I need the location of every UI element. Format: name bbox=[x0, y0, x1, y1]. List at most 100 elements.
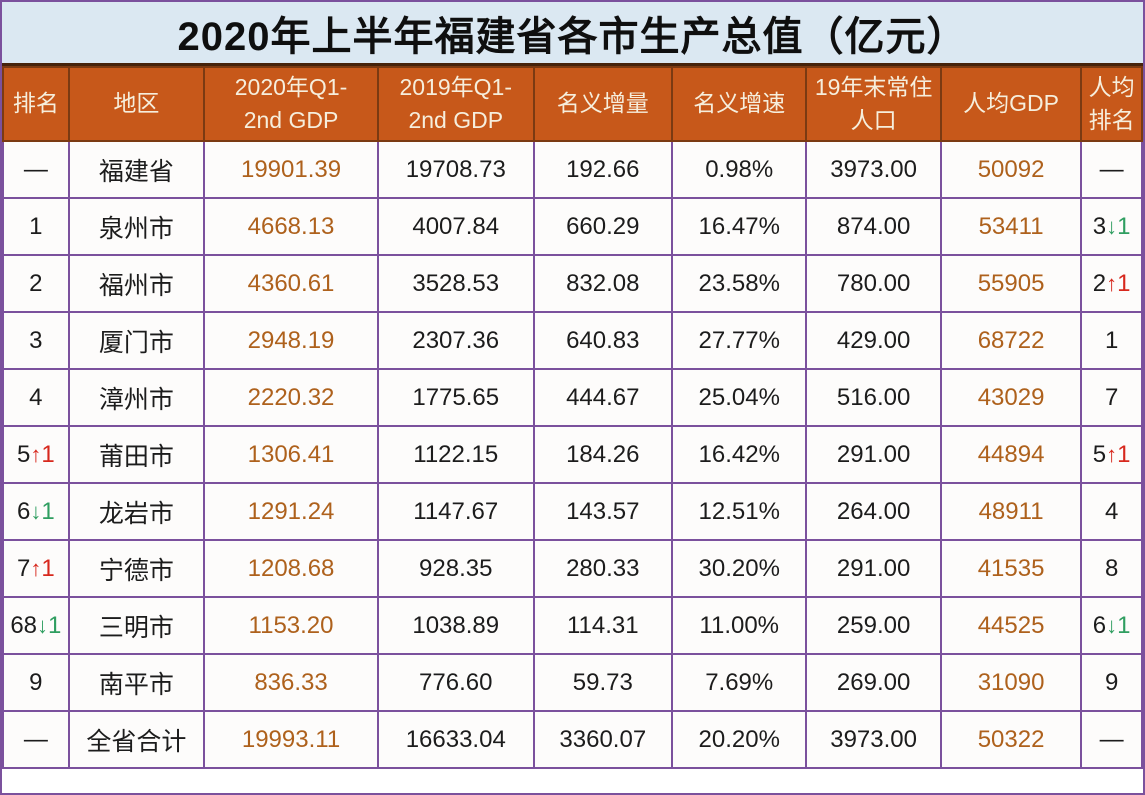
cell-gdp_2019: 1775.65 bbox=[376, 368, 535, 427]
cell-region: 泉州市 bbox=[67, 197, 206, 256]
cell-increment: 280.33 bbox=[532, 539, 674, 598]
cell-gdp_2019: 16633.04 bbox=[376, 710, 535, 769]
cell-increment: 184.26 bbox=[532, 425, 674, 484]
cell-rank: 7↑1 bbox=[2, 539, 70, 598]
cell-gdp_2019: 4007.84 bbox=[376, 197, 535, 256]
cell-population: 291.00 bbox=[805, 425, 942, 484]
cell-pc_rank: 3↓1 bbox=[1080, 197, 1143, 256]
cell-growth: 0.98% bbox=[671, 140, 808, 199]
cell-growth: 25.04% bbox=[671, 368, 808, 427]
rank-value: 68 bbox=[10, 611, 38, 639]
cell-rank: 5↑1 bbox=[2, 425, 70, 484]
cell-increment: 3360.07 bbox=[532, 710, 674, 769]
table-row: 4 漳州市 2220.32 1775.65 444.67 25.04% 516.00 4302… bbox=[2, 368, 1143, 427]
cell-gdp_2020: 1153.20 bbox=[203, 596, 379, 655]
cell-gdp_2020: 1291.24 bbox=[203, 482, 379, 541]
cell-gdp_2019: 1038.89 bbox=[376, 596, 535, 655]
cell-pc_rank: — bbox=[1080, 710, 1143, 769]
rank-value: 2 bbox=[1092, 269, 1107, 297]
rank-value: — bbox=[23, 725, 48, 753]
cell-rank: — bbox=[2, 710, 70, 769]
table-row: 3 厦门市 2948.19 2307.36 640.83 27.77% 429.00 6872… bbox=[2, 311, 1143, 370]
cell-per_capita_gdp: 43029 bbox=[939, 368, 1083, 427]
table-row: 9 南平市 836.33 776.60 59.73 7.69% 269.00 31090 9 bbox=[2, 653, 1143, 712]
cell-region: 宁德市 bbox=[67, 539, 206, 598]
table-header-row: 排名 地区 2020年Q1- 2nd GDP 2019年Q1- 2nd GDP 名义增量 名义… bbox=[2, 66, 1143, 142]
cell-region: 厦门市 bbox=[67, 311, 206, 370]
column-header-gdp_2019: 2019年Q1- 2nd GDP bbox=[376, 66, 535, 142]
rank-down-indicator: ↓1 bbox=[1106, 611, 1131, 639]
cell-pc_rank: 9 bbox=[1080, 653, 1143, 712]
cell-gdp_2019: 19708.73 bbox=[376, 140, 535, 199]
cell-population: 874.00 bbox=[805, 197, 942, 256]
cell-increment: 832.08 bbox=[532, 254, 674, 313]
table-row: 1 泉州市 4668.13 4007.84 660.29 16.47% 874.00 5341… bbox=[2, 197, 1143, 256]
cell-rank: 9 bbox=[2, 653, 70, 712]
cell-increment: 114.31 bbox=[532, 596, 674, 655]
cell-gdp_2019: 1122.15 bbox=[376, 425, 535, 484]
cell-population: 3973.00 bbox=[805, 140, 942, 199]
cell-rank: 2 bbox=[2, 254, 70, 313]
cell-increment: 660.29 bbox=[532, 197, 674, 256]
cell-gdp_2020: 4668.13 bbox=[203, 197, 379, 256]
rank-down-indicator: ↓1 bbox=[1106, 212, 1131, 240]
cell-gdp_2019: 1147.67 bbox=[376, 482, 535, 541]
rank-value: 6 bbox=[16, 497, 31, 525]
column-header-population: 19年末常住 人口 bbox=[805, 66, 942, 142]
cell-gdp_2020: 19901.39 bbox=[203, 140, 379, 199]
rank-value: — bbox=[1099, 725, 1124, 753]
cell-gdp_2019: 3528.53 bbox=[376, 254, 535, 313]
cell-region: 南平市 bbox=[67, 653, 206, 712]
cell-growth: 12.51% bbox=[671, 482, 808, 541]
cell-region: 漳州市 bbox=[67, 368, 206, 427]
rank-value: 5 bbox=[1092, 440, 1107, 468]
rank-value: 4 bbox=[29, 383, 43, 411]
rank-value: 7 bbox=[1104, 383, 1119, 411]
cell-growth: 11.00% bbox=[671, 596, 808, 655]
cell-pc_rank: 4 bbox=[1080, 482, 1143, 541]
cell-gdp_2020: 1208.68 bbox=[203, 539, 379, 598]
cell-increment: 192.66 bbox=[532, 140, 674, 199]
cell-pc_rank: 6↓1 bbox=[1080, 596, 1143, 655]
cell-region: 福建省 bbox=[67, 140, 206, 199]
cell-per_capita_gdp: 50092 bbox=[939, 140, 1083, 199]
cell-population: 516.00 bbox=[805, 368, 942, 427]
column-header-rank: 排名 bbox=[2, 66, 70, 142]
cell-per_capita_gdp: 41535 bbox=[939, 539, 1083, 598]
cell-growth: 27.77% bbox=[671, 311, 808, 370]
cell-growth: 16.42% bbox=[671, 425, 808, 484]
rank-up-indicator: ↑1 bbox=[30, 554, 55, 582]
arrow-up-icon: ↑ bbox=[30, 555, 42, 581]
cell-population: 259.00 bbox=[805, 596, 942, 655]
cell-rank: — bbox=[2, 140, 70, 199]
cell-increment: 143.57 bbox=[532, 482, 674, 541]
cell-pc_rank: 7 bbox=[1080, 368, 1143, 427]
column-header-pc_rank: 人均 排名 bbox=[1080, 66, 1143, 142]
cell-per_capita_gdp: 68722 bbox=[939, 311, 1083, 370]
cell-per_capita_gdp: 31090 bbox=[939, 653, 1083, 712]
cell-pc_rank: 8 bbox=[1080, 539, 1143, 598]
cell-rank: 6↓1 bbox=[2, 482, 70, 541]
cell-pc_rank: 5↑1 bbox=[1080, 425, 1143, 484]
rank-value: — bbox=[23, 155, 48, 183]
cell-population: 780.00 bbox=[805, 254, 942, 313]
cell-per_capita_gdp: 44894 bbox=[939, 425, 1083, 484]
column-header-gdp_2020: 2020年Q1- 2nd GDP bbox=[203, 66, 379, 142]
cell-region: 全省合计 bbox=[67, 710, 206, 769]
rank-down-indicator: ↓1 bbox=[37, 611, 62, 639]
cell-growth: 20.20% bbox=[671, 710, 808, 769]
column-header-growth: 名义增速 bbox=[671, 66, 808, 142]
rank-value: 1 bbox=[29, 212, 43, 240]
cell-rank: 1 bbox=[2, 197, 70, 256]
cell-gdp_2019: 928.35 bbox=[376, 539, 535, 598]
cell-population: 264.00 bbox=[805, 482, 942, 541]
cell-gdp_2020: 1306.41 bbox=[203, 425, 379, 484]
rank-value: 8 bbox=[1104, 554, 1119, 582]
arrow-up-icon: ↑ bbox=[30, 441, 42, 467]
table-row: 5↑1 莆田市 1306.41 1122.15 184.26 16.42% 291.00 44… bbox=[2, 425, 1143, 484]
cell-growth: 30.20% bbox=[671, 539, 808, 598]
table-row: 7↑1 宁德市 1208.68 928.35 280.33 30.20% 291.00 415… bbox=[2, 539, 1143, 598]
rank-value: 7 bbox=[16, 554, 31, 582]
cell-region: 福州市 bbox=[67, 254, 206, 313]
